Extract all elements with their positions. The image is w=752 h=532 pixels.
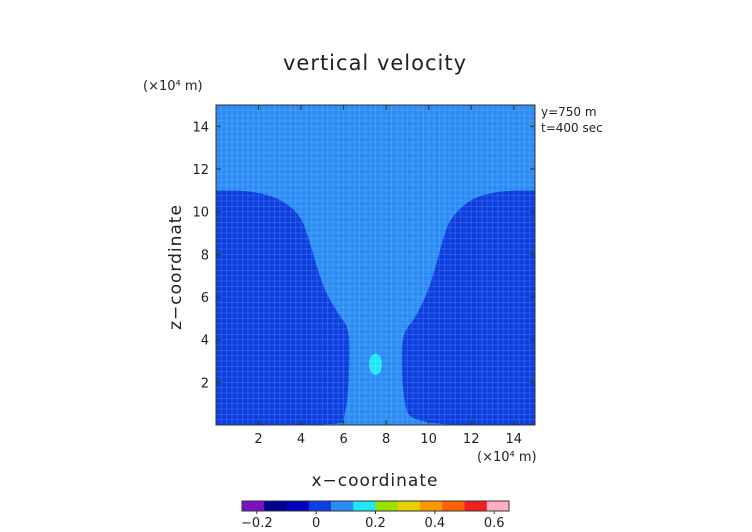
- x-tick-label: 10: [420, 432, 437, 447]
- colorbar-tick-label: 0: [312, 516, 320, 531]
- colorbar-swatch: [286, 501, 310, 511]
- x-axis-label: x−coordinate: [312, 471, 439, 491]
- chart-title: vertical velocity: [283, 51, 467, 75]
- colorbar-swatch: [242, 501, 265, 511]
- x-tick-label: 14: [505, 432, 522, 447]
- annotation-y: y=750 m: [541, 105, 597, 119]
- y-tick-label: 12: [192, 163, 209, 178]
- x-tick-label: 8: [382, 432, 390, 447]
- x-tick-label: 12: [463, 432, 480, 447]
- annotation-t: t=400 sec: [541, 121, 603, 135]
- colorbar-tick-label: 0.6: [484, 516, 505, 531]
- x-unit-label: (×10⁴ m): [477, 450, 537, 465]
- colorbar-swatch: [353, 501, 376, 511]
- x-tick-label: 6: [339, 432, 347, 447]
- colorbar-ticks: −0.2 0 0.2 0.4 0.6: [241, 511, 505, 531]
- y-tick-label: 4: [201, 334, 209, 349]
- colorbar-swatch: [486, 501, 510, 511]
- y-unit-label: (×10⁴ m): [143, 79, 203, 94]
- y-tick-label: 14: [192, 120, 209, 135]
- colorbar-tick-label: 0.2: [365, 516, 386, 531]
- colorbar-swatch: [375, 501, 399, 511]
- colorbar-swatch: [397, 501, 421, 511]
- x-tick-label: 2: [254, 432, 262, 447]
- y-tick-label: 10: [192, 206, 209, 221]
- colorbar-swatch: [331, 501, 354, 511]
- colorbar-swatch: [308, 501, 332, 511]
- left-downdraft-region: [216, 190, 350, 425]
- colorbar-swatch: [442, 501, 465, 511]
- colorbar-swatch: [420, 501, 443, 511]
- plot-area: [216, 105, 535, 425]
- colorbar: [241, 500, 510, 512]
- y-axis-ticks: 2 4 6 8 10 12 14: [192, 120, 535, 391]
- colorbar-swatch: [464, 501, 488, 511]
- y-tick-label: 2: [201, 376, 209, 391]
- y-axis-label: z−coordinate: [166, 204, 186, 330]
- right-downdraft-region: [401, 190, 535, 425]
- updraft-bubble: [369, 353, 382, 375]
- x-axis-ticks: 2 4 6 8 10 12 14: [254, 105, 522, 447]
- grid-lines: [216, 105, 535, 425]
- plot-frame: [215, 104, 536, 426]
- colorbar-tick-label: 0.4: [424, 516, 445, 531]
- colorbar-tick-label: −0.2: [241, 516, 273, 531]
- colorbar-swatch: [264, 501, 287, 511]
- y-tick-label: 8: [201, 248, 209, 263]
- x-tick-label: 4: [297, 432, 305, 447]
- y-tick-label: 6: [201, 291, 209, 306]
